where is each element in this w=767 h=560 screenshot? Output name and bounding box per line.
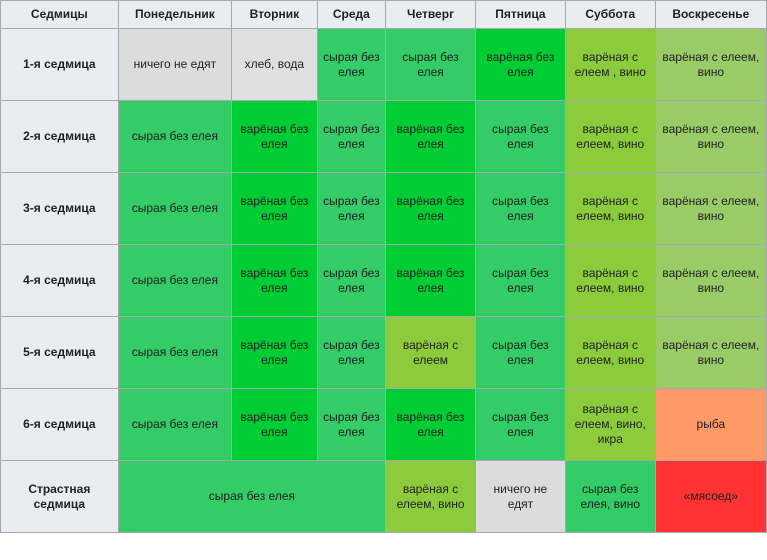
table-cell: варёная без елея [386, 389, 476, 461]
table-row: 1-я седмицаничего не едятхлеб, водасырая… [1, 29, 767, 101]
table-cell: ничего не едят [118, 29, 231, 101]
table-cell: сырая без елея [386, 29, 476, 101]
table-row: 4-я седмицасырая без елеяварёная без еле… [1, 245, 767, 317]
table-cell: варёная с елеем, вино [655, 101, 766, 173]
table-cell: варёная с елеем [386, 317, 476, 389]
table-cell: сырая без елея [317, 317, 385, 389]
table-cell: варёная с елеем, вино [655, 173, 766, 245]
table-row: 5-я седмицасырая без елеяварёная без еле… [1, 317, 767, 389]
table-cell: сырая без елея [118, 101, 231, 173]
table-cell: варёная с елеем, вино [386, 461, 476, 533]
row-header: 2-я седмица [1, 101, 119, 173]
table-cell: варёная с елеем, вино [565, 317, 655, 389]
table-cell: хлеб, вода [232, 29, 318, 101]
col-header-sat: Суббота [565, 1, 655, 29]
table-row: Страстная седмицасырая без елеяварёная с… [1, 461, 767, 533]
header-row: Седмицы Понедельник Вторник Среда Четвер… [1, 1, 767, 29]
row-header: Страстная седмица [1, 461, 119, 533]
table-cell: сырая без елея, вино [565, 461, 655, 533]
table-cell: сырая без елея [475, 101, 565, 173]
table-row: 3-я седмицасырая без елеяварёная без еле… [1, 173, 767, 245]
table-cell: сырая без елея [475, 245, 565, 317]
table-row: 2-я седмицасырая без елеяварёная без еле… [1, 101, 767, 173]
table-cell: варёная без елея [386, 245, 476, 317]
table-cell: сырая без елея [118, 245, 231, 317]
col-header-week: Седмицы [1, 1, 119, 29]
row-header: 3-я седмица [1, 173, 119, 245]
col-header-fri: Пятница [475, 1, 565, 29]
table-cell: варёная без елея [232, 173, 318, 245]
table-cell: сырая без елея [118, 173, 231, 245]
col-header-tue: Вторник [232, 1, 318, 29]
row-header: 4-я седмица [1, 245, 119, 317]
table-cell: сырая без елея [118, 461, 385, 533]
table-cell: сырая без елея [475, 173, 565, 245]
table-row: 6-я седмицасырая без елеяварёная без еле… [1, 389, 767, 461]
table-head: Седмицы Понедельник Вторник Среда Четвер… [1, 1, 767, 29]
table-cell: варёная без елея [386, 101, 476, 173]
table-cell: варёная без елея [232, 317, 318, 389]
table-cell: варёная с елеем, вино, икра [565, 389, 655, 461]
table-cell: ничего не едят [475, 461, 565, 533]
table-cell: сырая без елея [317, 245, 385, 317]
table-cell: варёная с елеем, вино [655, 245, 766, 317]
row-header: 6-я седмица [1, 389, 119, 461]
table-cell: варёная с елеем, вино [565, 101, 655, 173]
row-header: 1-я седмица [1, 29, 119, 101]
table-cell: варёная с елеем, вино [655, 29, 766, 101]
table-cell: варёная без елея [475, 29, 565, 101]
table-cell: варёная без елея [386, 173, 476, 245]
table-cell: сырая без елея [475, 389, 565, 461]
table-cell: сырая без елея [317, 29, 385, 101]
fasting-calendar-table: Седмицы Понедельник Вторник Среда Четвер… [0, 0, 767, 533]
table-cell: варёная с елеем, вино [565, 245, 655, 317]
col-header-sun: Воскресенье [655, 1, 766, 29]
table-cell: сырая без елея [317, 173, 385, 245]
table-cell: рыба [655, 389, 766, 461]
table: Седмицы Понедельник Вторник Среда Четвер… [0, 0, 767, 533]
col-header-mon: Понедельник [118, 1, 231, 29]
table-cell: варёная без елея [232, 389, 318, 461]
table-cell: варёная без елея [232, 101, 318, 173]
row-header: 5-я седмица [1, 317, 119, 389]
col-header-wed: Среда [317, 1, 385, 29]
table-cell: варёная с елеем , вино [565, 29, 655, 101]
table-cell: сырая без елея [317, 389, 385, 461]
table-cell: варёная с елеем, вино [655, 317, 766, 389]
table-cell: сырая без елея [475, 317, 565, 389]
table-body: 1-я седмицаничего не едятхлеб, водасырая… [1, 29, 767, 533]
col-header-thu: Четверг [386, 1, 476, 29]
table-cell: сырая без елея [317, 101, 385, 173]
table-cell: варёная без елея [232, 245, 318, 317]
table-cell: «мясоед» [655, 461, 766, 533]
table-cell: сырая без елея [118, 317, 231, 389]
table-cell: сырая без елея [118, 389, 231, 461]
table-cell: варёная с елеем, вино [565, 173, 655, 245]
